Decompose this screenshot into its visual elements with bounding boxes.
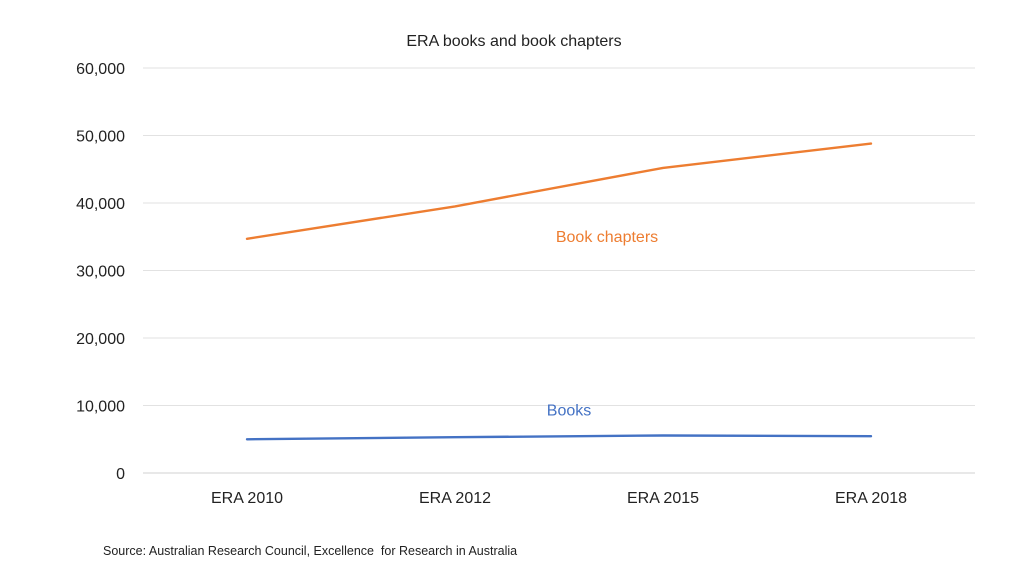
series-labels: Book chapters Books: [547, 229, 658, 419]
y-tick-label: 0: [116, 466, 125, 483]
series-line-books: [245, 434, 873, 441]
y-tick-label: 40,000: [76, 196, 125, 213]
x-tick-label: ERA 2015: [627, 490, 699, 507]
y-tick-label: 60,000: [76, 61, 125, 78]
series-label: Book chapters: [556, 229, 658, 246]
y-axis-ticks: 0 10,000 20,000 30,000 40,000 50,000 60,000: [76, 61, 125, 483]
y-tick-label: 50,000: [76, 129, 125, 146]
source-note: Source: Australian Research Council, Exc…: [103, 544, 517, 558]
y-tick-label: 20,000: [76, 331, 125, 348]
chart-title: ERA books and book chapters: [406, 33, 621, 50]
x-tick-label: ERA 2018: [835, 490, 907, 507]
series-lines: [245, 142, 873, 441]
y-tick-label: 10,000: [76, 399, 125, 416]
x-tick-label: ERA 2010: [211, 490, 283, 507]
series-line-book-chapters: [245, 142, 873, 241]
x-axis-ticks: ERA 2010 ERA 2012 ERA 2015 ERA 2018: [211, 490, 907, 507]
series-label: Books: [547, 402, 591, 419]
x-tick-label: ERA 2012: [419, 490, 491, 507]
y-tick-label: 30,000: [76, 264, 125, 281]
gridlines: [143, 67, 975, 474]
